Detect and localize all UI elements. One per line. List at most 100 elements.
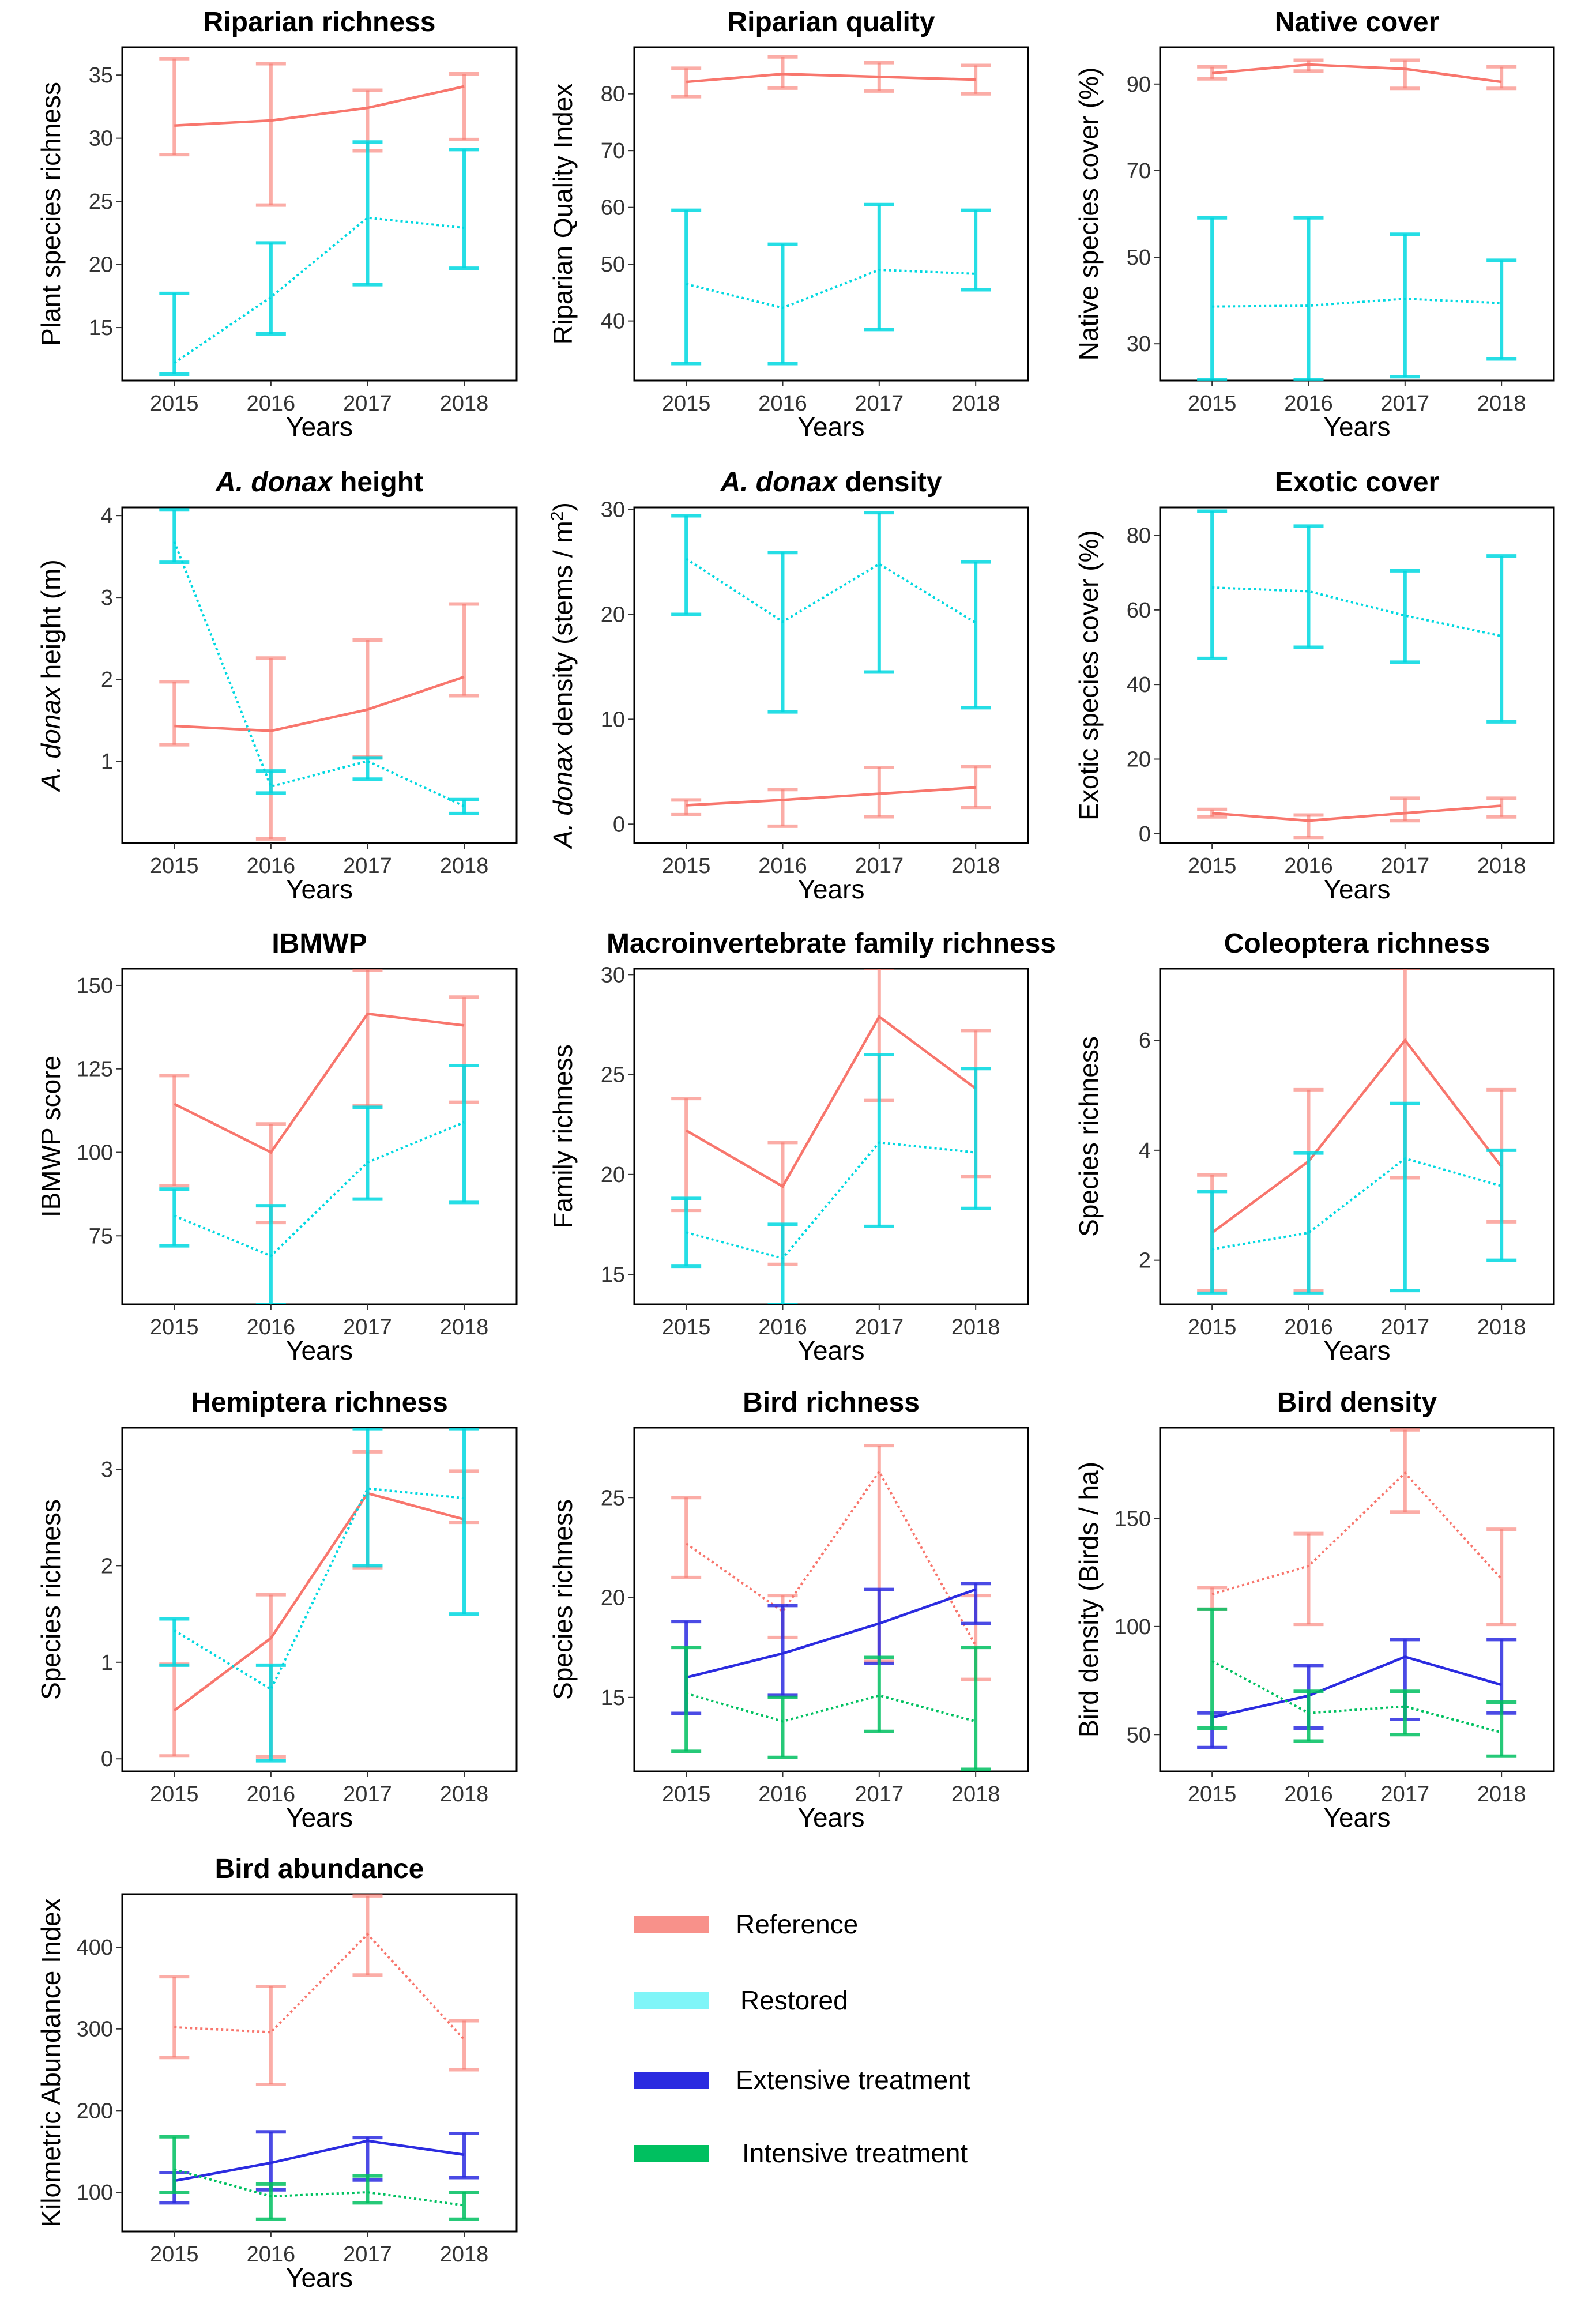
panel-a-donax-height-title: A. donax height [215, 467, 423, 498]
panel-hemiptera-richness-xlabel: Years [286, 1802, 353, 1832]
panel-a-donax-height-reference-line [174, 675, 465, 732]
panel-native-cover-restored-errorbar-2015 [1197, 216, 1228, 381]
panel-a-donax-density-restored-line [686, 558, 977, 624]
panel-macroinvertebrate-family-richness-plot-area [671, 969, 991, 1304]
legend-item-restored-label: Restored [740, 1985, 848, 2015]
panel-exotic-cover-reference-errorbar-2018 [1486, 796, 1517, 819]
panel-hemiptera-richness-ytick-0: 0 [101, 1747, 113, 1771]
panel-riparian-richness-xtick-2018: 2018 [440, 392, 489, 416]
panel-ibmwp-ytick-75: 75 [89, 1224, 113, 1248]
panel-a-donax-height-ytick-1: 1 [101, 750, 113, 774]
panel-hemiptera-richness-plot-area [159, 1428, 480, 1763]
panel-a-donax-height-reference-errorbar-2018 [449, 602, 480, 698]
panel-bird-richness-xlabel: Years [798, 1802, 865, 1832]
panel-bird-richness-intensive-treatment-errorbar-2018 [961, 1646, 991, 1771]
panel-bird-richness-intensive-treatment-errorbar-2015 [671, 1646, 702, 1753]
panel-bird-abundance-extensive-treatment-line [174, 2139, 465, 2182]
panel-bird-abundance-xtick-2016: 2016 [247, 2242, 296, 2267]
panel-a-donax-height-ylabel: A. donax height (m) [36, 559, 66, 792]
panel-bird-richness-ylabel: Species richness [548, 1499, 578, 1700]
panel-bird-abundance-xlabel: Years [286, 2263, 353, 2293]
panel-bird-richness-xtick-2016: 2016 [758, 1782, 807, 1807]
panel-a-donax-height-restored-errorbar-2015 [159, 508, 190, 564]
panel-riparian-richness-ytick-15: 15 [89, 316, 113, 340]
panel-bird-richness-intensive-treatment-errorbar-2017 [864, 1655, 894, 1733]
panel-native-cover-title: Native cover [1275, 7, 1440, 37]
panel-riparian-quality-ylabel: Riparian Quality Index [548, 84, 578, 345]
panel-bird-abundance-reference-errorbar-2015 [159, 1975, 190, 2060]
panel-hemiptera-richness: Hemiptera richness 2015 2016 2017 2018 Years 0… [36, 1387, 518, 1832]
panel-coleoptera-richness-reference-line [1211, 1038, 1503, 1234]
panel-native-cover-frame [1159, 46, 1555, 382]
panel-hemiptera-richness-ytick-3: 3 [101, 1458, 113, 1482]
panel-coleoptera-richness-restored-line [1211, 1157, 1502, 1251]
panel-coleoptera-richness-xtick-2016: 2016 [1284, 1315, 1333, 1339]
panel-riparian-richness-frame [121, 46, 518, 382]
panel-bird-density-xlabel: Years [1324, 1802, 1391, 1832]
panel-ibmwp-ylabel: IBMWP score [36, 1056, 66, 1217]
panel-exotic-cover-xtick-2017: 2017 [1381, 854, 1430, 878]
panel-coleoptera-richness-xtick-2018: 2018 [1477, 1315, 1526, 1339]
panel-bird-abundance-ytick-300: 300 [77, 2018, 113, 2042]
panel-exotic-cover-ytick-0: 0 [1139, 822, 1151, 846]
panel-bird-abundance-intensive-treatment-errorbar-2018 [449, 2191, 480, 2221]
panel-bird-richness-xtick-2017: 2017 [855, 1782, 904, 1807]
panel-ibmwp-ytick-125: 125 [77, 1057, 113, 1082]
panel-native-cover: Native cover 2015 2016 2017 2018 Years 30 50 70 9… [1074, 7, 1555, 442]
panel-ibmwp-xlabel: Years [286, 1335, 353, 1365]
panel-riparian-quality-reference-errorbar-2015 [671, 66, 702, 99]
panel-riparian-quality-title: Riparian quality [727, 7, 935, 37]
panel-riparian-richness-reference-errorbar-2016 [255, 62, 286, 207]
panel-bird-density-plot-area [1197, 1428, 1517, 1758]
panel-bird-abundance-ytick-400: 400 [77, 1936, 113, 1960]
panel-macroinvertebrate-family-richness-reference-line [686, 1014, 977, 1188]
panel-coleoptera-richness-frame [1159, 968, 1555, 1305]
panel-native-cover-ytick-90: 90 [1127, 73, 1151, 97]
panel-hemiptera-richness-ytick-1: 1 [101, 1651, 113, 1675]
panel-macroinvertebrate-family-richness-xtick-2015: 2015 [662, 1315, 711, 1339]
panel-ibmwp-ytick-150: 150 [77, 974, 113, 998]
panel-a-donax-density-restored-errorbar-2015 [671, 514, 702, 616]
panel-bird-density-reference-errorbar-2018 [1486, 1527, 1517, 1627]
panel-riparian-richness-title: Riparian richness [204, 7, 436, 37]
panel-riparian-quality-restored-errorbar-2016 [767, 242, 798, 366]
panel-riparian-richness-xlabel: Years [286, 412, 353, 442]
panel-bird-abundance-reference-errorbar-2016 [255, 1985, 286, 2087]
panel-bird-richness-ytick-15: 15 [601, 1686, 625, 1710]
panel-a-donax-density-reference-errorbar-2015 [671, 798, 702, 816]
panel-a-donax-density-ytick-0: 0 [613, 812, 625, 837]
legend-item-intensive-treatment: Intensive treatment [634, 2138, 968, 2168]
panel-exotic-cover-reference-errorbar-2016 [1293, 813, 1324, 840]
panel-bird-density-ytick-100: 100 [1115, 1615, 1151, 1639]
panel-riparian-quality-restored-errorbar-2018 [961, 208, 991, 292]
panel-a-donax-height-reference-errorbar-2015 [159, 680, 190, 747]
panel-coleoptera-richness-restored-errorbar-2017 [1390, 1101, 1420, 1293]
panel-a-donax-height-plot-area [159, 508, 480, 841]
panel-bird-density-intensive-treatment-errorbar-2016 [1293, 1689, 1324, 1743]
panel-bird-richness-xtick-2018: 2018 [951, 1782, 1000, 1807]
panel-native-cover-xtick-2017: 2017 [1381, 392, 1430, 416]
panel-bird-richness-intensive-treatment-errorbar-2016 [767, 1695, 798, 1759]
panel-native-cover-reference-line [1211, 63, 1502, 84]
panel-a-donax-density-plot-area [671, 511, 991, 828]
panel-riparian-quality-xtick-2017: 2017 [855, 392, 904, 416]
panel-ibmwp-plot-area [159, 969, 480, 1304]
panel-bird-density-xtick-2018: 2018 [1477, 1782, 1526, 1807]
panel-a-donax-density-restored-errorbar-2016 [767, 551, 798, 714]
panel-bird-richness: Bird richness 2015 2016 2017 2018 Years 15 20 25… [548, 1387, 1029, 1832]
panel-bird-richness-reference-errorbar-2015 [671, 1496, 702, 1579]
panel-macroinvertebrate-family-richness-title: Macroinvertebrate family richness [607, 928, 1056, 959]
panel-riparian-quality-ytick-70: 70 [601, 139, 625, 163]
panel-bird-abundance-plot-area [159, 1894, 480, 2221]
panel-exotic-cover-frame [1159, 506, 1555, 844]
panel-riparian-quality-restored-errorbar-2017 [864, 202, 894, 332]
panel-riparian-quality-xtick-2018: 2018 [951, 392, 1000, 416]
panel-riparian-richness: Riparian richness 2015 2016 2017 2018 Years 15… [36, 7, 518, 442]
panel-ibmwp-restored-errorbar-2015 [159, 1187, 190, 1248]
panel-a-donax-height-restored-errorbar-2018 [449, 797, 480, 815]
panel-a-donax-density-xtick-2015: 2015 [662, 854, 711, 878]
panel-a-donax-height-xlabel: Years [286, 874, 353, 904]
panel-bird-density-reference-errorbar-2016 [1293, 1531, 1324, 1627]
panel-bird-abundance-ytick-100: 100 [77, 2181, 113, 2205]
panel-exotic-cover-ylabel: Exotic species cover (%) [1074, 530, 1104, 821]
